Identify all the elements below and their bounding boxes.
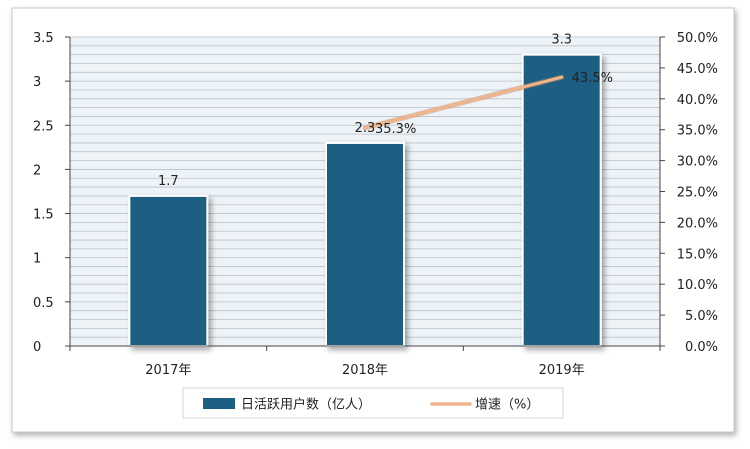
legend-bar-swatch xyxy=(203,398,235,409)
bar xyxy=(521,53,602,348)
bar xyxy=(128,194,209,347)
bar-data-label: 3.3 xyxy=(551,33,572,48)
right-tick-label: 5.0% xyxy=(685,309,718,324)
right-tick-label: 50.0% xyxy=(677,31,718,46)
bar-data-label: 2.3 xyxy=(355,121,376,136)
bar-series xyxy=(128,53,602,348)
right-tick-label: 30.0% xyxy=(677,155,718,170)
legend-line-label: 增速（%） xyxy=(475,398,539,413)
bar xyxy=(325,141,405,347)
line-data-label: 43.5% xyxy=(572,71,613,86)
x-axis-ticks: 2017年 2018年 2019年 xyxy=(69,346,661,378)
right-tick-label: 40.0% xyxy=(677,93,718,108)
left-tick-label: 0 xyxy=(33,340,41,355)
right-tick-label: 15.0% xyxy=(677,247,718,262)
bar-data-label: 1.7 xyxy=(158,174,179,189)
left-axis-ticks: 0 0.5 1 1.5 2 2.5 3 3.5 xyxy=(33,31,70,355)
left-tick-label: 1 xyxy=(33,252,41,267)
left-tick-label: 1.5 xyxy=(33,208,54,223)
right-tick-label: 35.0% xyxy=(677,124,718,139)
x-tick-label: 2019年 xyxy=(539,363,585,378)
right-tick-label: 45.0% xyxy=(677,62,718,77)
data-labels: 1.7 2.3 3.3 35.3% 43.5% xyxy=(158,33,613,189)
right-tick-label: 20.0% xyxy=(677,216,718,231)
legend-bar-label: 日活跃用户数（亿人） xyxy=(241,397,371,413)
legend-box xyxy=(182,387,564,419)
left-tick-label: 3.5 xyxy=(33,31,54,46)
right-tick-label: 0.0% xyxy=(685,340,718,355)
line-series-path xyxy=(363,75,564,130)
x-tick-label: 2018年 xyxy=(342,363,388,378)
line-data-label: 35.3% xyxy=(375,122,416,137)
left-tick-label: 3 xyxy=(33,75,41,90)
left-tick-label: 2 xyxy=(33,163,41,178)
right-axis-ticks: 0.0% 5.0% 10.0% 15.0% 20.0% 25.0% 30.0% 35.0% 40… xyxy=(660,31,718,355)
x-tick-label: 2017年 xyxy=(145,363,191,378)
left-tick-label: 2.5 xyxy=(33,119,54,134)
right-tick-label: 10.0% xyxy=(677,278,718,293)
line-series xyxy=(362,74,565,131)
right-tick-label: 25.0% xyxy=(677,186,718,201)
legend: 日活跃用户数（亿人） 增速（%） xyxy=(182,387,564,419)
left-tick-label: 0.5 xyxy=(33,296,54,311)
